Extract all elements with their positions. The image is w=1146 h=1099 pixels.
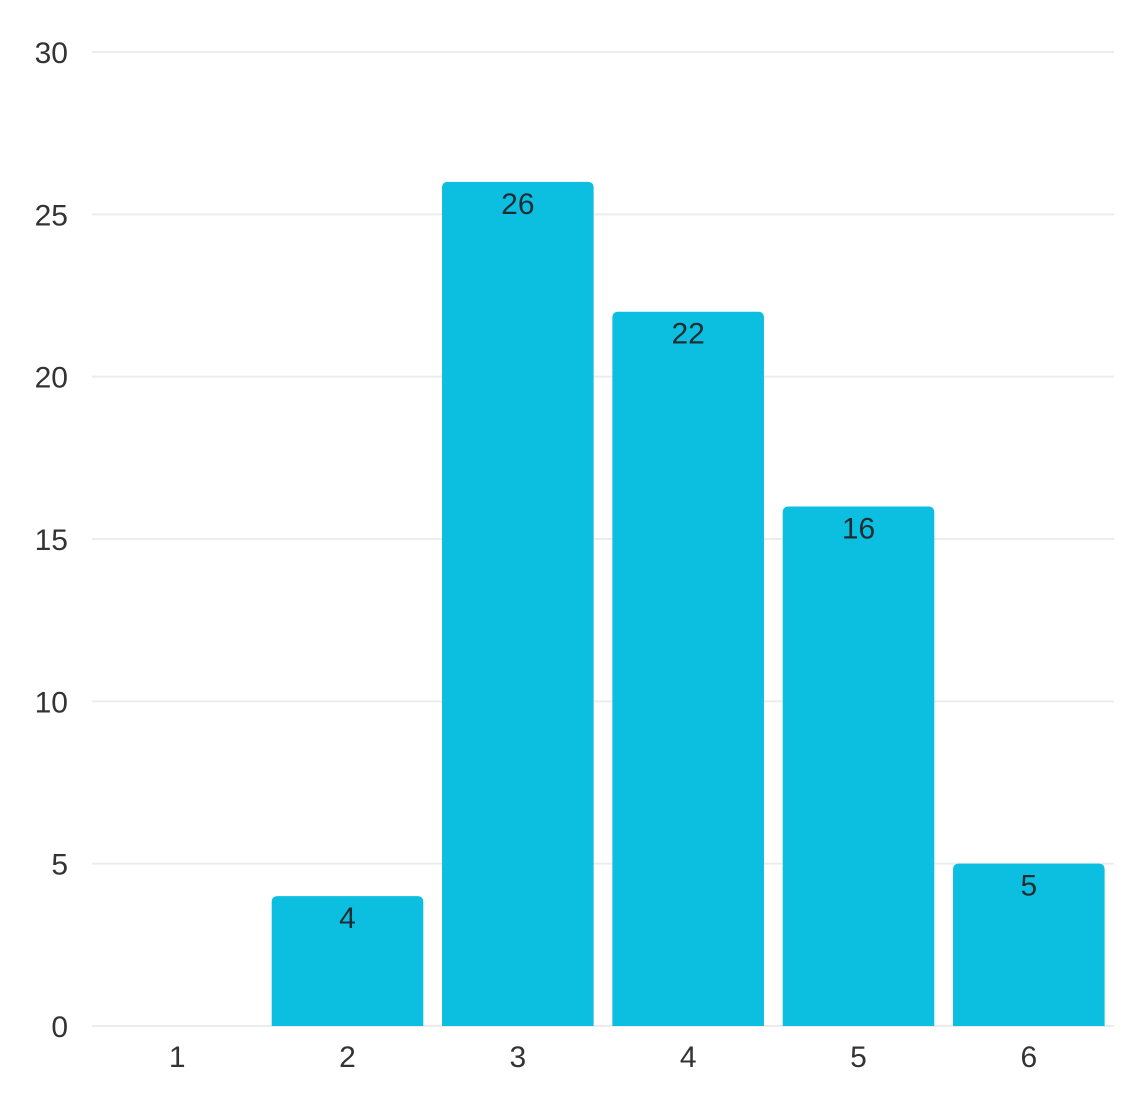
y-tick-label: 10	[35, 686, 68, 719]
y-tick-label: 25	[35, 199, 68, 232]
x-tick-label: 5	[850, 1041, 867, 1074]
bar	[782, 506, 935, 1026]
y-tick-label: 20	[35, 362, 68, 395]
x-tick-label: 6	[1020, 1041, 1037, 1074]
data-label: 22	[671, 318, 704, 351]
data-label: 26	[501, 188, 534, 221]
x-tick-label: 4	[680, 1041, 697, 1074]
bar	[271, 896, 424, 1026]
bar	[442, 181, 594, 1026]
data-label: 16	[842, 513, 875, 546]
x-tick-label: 3	[509, 1041, 526, 1074]
data-labels: 4 26 22 16 5	[339, 188, 1037, 935]
bars	[271, 181, 1105, 1026]
bar	[953, 863, 1105, 1026]
x-tick-label: 2	[339, 1041, 356, 1074]
y-tick-label: 15	[35, 524, 68, 557]
gridlines	[92, 51, 1114, 1027]
x-tick-label: 1	[169, 1041, 186, 1074]
data-label: 5	[1020, 870, 1037, 903]
y-tick-label: 30	[35, 37, 68, 70]
y-tick-label: 0	[51, 1011, 68, 1044]
x-axis-ticks: 1 2 3 4 5 6	[169, 1041, 1037, 1074]
data-label: 4	[339, 902, 356, 935]
bar	[612, 311, 764, 1026]
y-tick-label: 5	[51, 849, 68, 882]
y-axis-ticks: 0 5 10 15 20 25 30	[35, 37, 68, 1044]
